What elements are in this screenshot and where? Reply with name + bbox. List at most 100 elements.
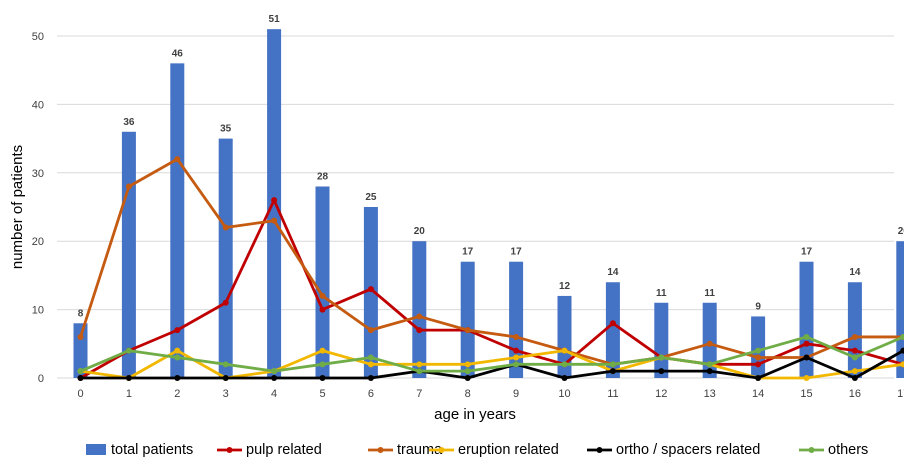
point-others xyxy=(755,347,762,354)
bar-data-label: 36 xyxy=(123,117,135,128)
bar-total-patients xyxy=(363,207,378,378)
bar-data-label: 14 xyxy=(607,267,619,278)
y-axis-ticks: 0 10 20 30 40 50 xyxy=(32,31,44,385)
bar-data-label: 12 xyxy=(559,281,571,292)
point-trauma xyxy=(416,313,423,320)
series-trauma xyxy=(77,156,904,368)
y-tick-label: 0 xyxy=(38,373,44,385)
point-others xyxy=(658,354,665,361)
point-others xyxy=(222,361,229,368)
point-ortho-spacers-related xyxy=(464,375,471,381)
line-eruption-related xyxy=(80,349,904,380)
point-ortho-spacers-related xyxy=(706,368,713,375)
legend-swatch xyxy=(86,444,106,455)
point-others xyxy=(900,333,904,340)
data-labels: 8 36 46 35 51 28 25 20 17 17 12 14 11 11 9 17 14 20 xyxy=(78,14,904,319)
point-others xyxy=(513,361,520,368)
legend-label: eruption related xyxy=(458,442,559,458)
point-eruption-related xyxy=(367,361,374,368)
point-others xyxy=(77,368,84,375)
x-tick-label: 2 xyxy=(174,388,180,400)
legend-marker xyxy=(226,447,233,453)
legend-marker xyxy=(808,447,815,453)
y-axis-title: number of patients xyxy=(9,145,26,269)
x-tick-label: 7 xyxy=(416,388,422,400)
x-axis-ticks: 01234567891011121314151617 xyxy=(77,388,904,400)
point-ortho-spacers-related xyxy=(851,375,858,381)
bar-data-label: 11 xyxy=(656,288,667,299)
bar-total-patients xyxy=(73,323,88,378)
point-ortho-spacers-related xyxy=(222,375,229,381)
bar-data-label: 35 xyxy=(220,124,232,135)
point-trauma xyxy=(464,327,471,334)
bar-data-label: 17 xyxy=(511,247,523,258)
legend: total patients pulp related trauma eruption… xyxy=(86,442,868,458)
bars xyxy=(73,29,904,379)
legend-marker xyxy=(438,447,445,453)
bar-data-label: 17 xyxy=(801,247,813,258)
bar-data-label: 28 xyxy=(317,171,329,182)
bar-total-patients xyxy=(702,302,717,378)
legend-marker xyxy=(596,447,603,453)
legend-item-eruption-related: eruption related xyxy=(429,442,559,458)
point-trauma xyxy=(77,333,84,340)
x-tick-label: 17 xyxy=(897,388,904,400)
bar-data-label: 9 xyxy=(755,301,761,312)
x-tick-label: 16 xyxy=(849,388,861,400)
point-pulp-related xyxy=(803,340,810,347)
legend-label: ortho / spacers related xyxy=(616,442,760,458)
y-tick-label: 20 xyxy=(32,236,44,248)
line-others xyxy=(79,335,904,373)
x-tick-label: 4 xyxy=(271,388,277,400)
bar-total-patients xyxy=(751,316,766,378)
x-tick-label: 9 xyxy=(513,388,519,400)
point-others xyxy=(803,333,810,340)
point-others xyxy=(125,347,132,354)
point-others xyxy=(416,368,423,375)
point-eruption-related xyxy=(851,368,858,375)
bar-data-label: 11 xyxy=(704,288,715,299)
point-others xyxy=(706,361,713,368)
bar-total-patients xyxy=(847,282,862,378)
x-tick-label: 12 xyxy=(655,388,667,400)
x-tick-label: 15 xyxy=(800,388,812,400)
point-ortho-spacers-related xyxy=(900,347,904,354)
point-pulp-related xyxy=(367,286,374,293)
y-tick-label: 40 xyxy=(32,99,44,111)
point-ortho-spacers-related xyxy=(271,375,278,381)
point-pulp-related xyxy=(319,306,326,313)
x-tick-label: 13 xyxy=(704,388,716,400)
point-pulp-related xyxy=(222,299,229,306)
series-pulp-related xyxy=(77,197,904,381)
point-pulp-related xyxy=(416,327,423,334)
bar-total-patients xyxy=(170,63,185,379)
point-eruption-related xyxy=(900,361,904,368)
legend-item-trauma: trauma xyxy=(368,442,443,458)
bar-total-patients xyxy=(412,241,427,378)
point-trauma xyxy=(755,354,762,361)
point-others xyxy=(609,361,616,368)
x-tick-label: 3 xyxy=(223,388,229,400)
point-ortho-spacers-related xyxy=(77,375,84,381)
x-tick-label: 14 xyxy=(752,388,764,400)
legend-label: pulp related xyxy=(246,442,322,458)
point-ortho-spacers-related xyxy=(803,354,810,361)
x-tick-label: 0 xyxy=(77,388,83,400)
point-ortho-spacers-related xyxy=(609,368,616,375)
bar-total-patients xyxy=(121,131,136,378)
x-tick-label: 1 xyxy=(126,388,132,400)
point-others xyxy=(851,354,858,361)
legend-marker xyxy=(377,447,384,453)
legend-item-ortho-spacers-related: ortho / spacers related xyxy=(587,442,760,458)
point-others xyxy=(271,368,278,375)
point-eruption-related xyxy=(416,361,423,368)
point-others xyxy=(174,354,181,361)
bar-data-label: 46 xyxy=(172,48,184,59)
point-eruption-related xyxy=(513,354,520,361)
x-tick-label: 10 xyxy=(558,388,570,400)
bar-total-patients xyxy=(509,261,524,378)
bar-data-label: 25 xyxy=(365,192,377,203)
bar-total-patients xyxy=(654,302,669,378)
point-trauma xyxy=(513,333,520,340)
